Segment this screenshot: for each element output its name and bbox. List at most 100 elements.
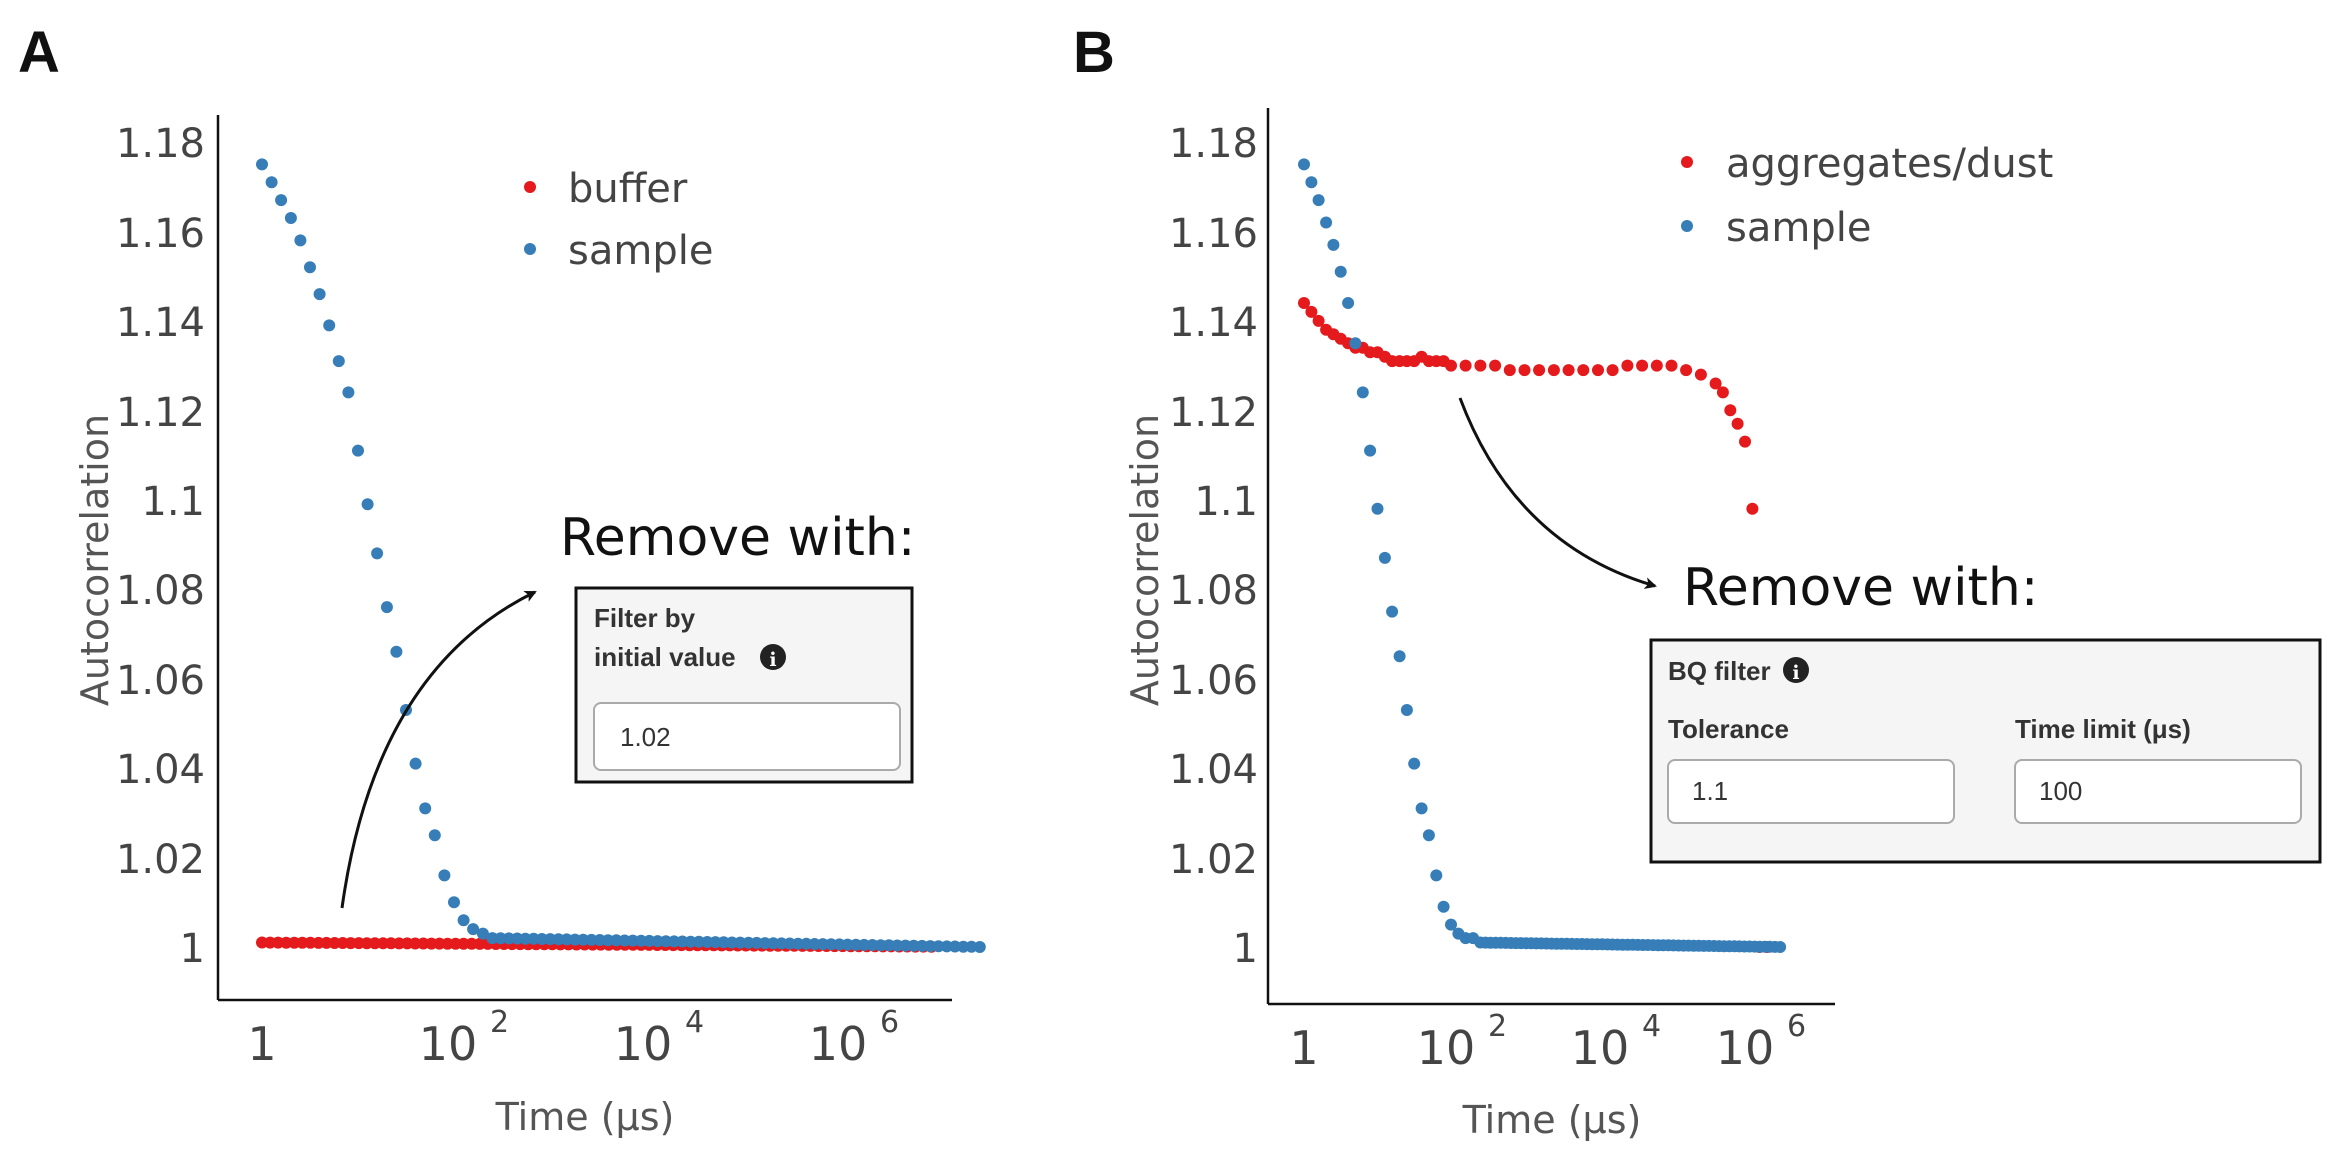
x-tick-labels: 1 10 2 10 4 10 6 xyxy=(1289,1009,1806,1075)
time-limit-label: Time limit (μs) xyxy=(2015,714,2191,744)
data-point-sample xyxy=(1408,757,1421,770)
x-axis-title: Time (μs) xyxy=(1462,1098,1642,1142)
data-point-sample xyxy=(419,802,432,815)
data-point-sample xyxy=(825,938,838,951)
data-point-sample xyxy=(973,941,986,953)
y-tick-label: 1.16 xyxy=(1169,211,1258,257)
y-tick-labels: 1 1.02 1.04 1.06 1.08 1.1 1.12 1.14 1.16… xyxy=(116,121,205,972)
x-tick-exponent: 6 xyxy=(880,1005,899,1040)
data-point-aggregates-dust xyxy=(1312,314,1325,327)
data-point-aggregates-dust xyxy=(1606,364,1619,377)
data-point-sample xyxy=(1356,386,1369,399)
tolerance-input[interactable] xyxy=(1667,759,1955,824)
y-tick-label: 1.14 xyxy=(116,300,205,346)
legend: aggregates/dust sample xyxy=(1681,141,2053,251)
data-point-sample xyxy=(294,234,307,247)
data-point-sample xyxy=(519,932,532,945)
data-point-sample xyxy=(352,444,364,457)
tolerance-label: Tolerance xyxy=(1668,714,1789,744)
filter-box-title-line-2: initial value xyxy=(594,642,736,672)
y-tick-label: 1 xyxy=(180,926,205,972)
data-point-sample xyxy=(1298,158,1310,171)
x-tick-exponent: 4 xyxy=(685,1005,704,1040)
panel-label: A xyxy=(18,20,60,85)
data-point-sample xyxy=(502,932,515,945)
data-point-sample xyxy=(265,176,278,189)
x-tick-label: 10 xyxy=(419,1017,478,1071)
data-point-sample xyxy=(1320,216,1333,229)
data-point-sample xyxy=(907,939,920,952)
data-point-sample xyxy=(1393,650,1406,663)
time-limit-input[interactable] xyxy=(2014,759,2302,824)
data-point-sample xyxy=(438,869,451,882)
data-point-aggregates-dust xyxy=(1592,364,1604,377)
y-tick-label: 1 xyxy=(1233,926,1258,972)
initial-value-input[interactable] xyxy=(593,702,901,771)
data-point-aggregates-dust xyxy=(1577,364,1590,377)
data-point-sample xyxy=(1386,605,1399,618)
legend: buffer sample xyxy=(524,166,713,274)
data-point-sample xyxy=(1774,941,1787,953)
data-point-sample xyxy=(1437,900,1450,913)
data-point-sample xyxy=(323,319,336,332)
legend-label-aggregates: aggregates/dust xyxy=(1726,141,2053,187)
bq-filter-box-frame xyxy=(1649,638,2322,864)
panel-label: B xyxy=(1073,20,1115,85)
data-point-aggregates-dust xyxy=(1665,359,1678,372)
callout-arrow xyxy=(340,590,537,909)
data-point-sample xyxy=(585,933,598,946)
y-tick-label: 1.16 xyxy=(116,211,205,257)
x-tick-exponent: 2 xyxy=(490,1005,509,1040)
data-point-aggregates-dust xyxy=(1547,364,1560,377)
info-circle-icon[interactable]: i xyxy=(1783,657,1809,684)
filter-box-title-line-1: Filter by xyxy=(594,603,696,633)
y-tick-label: 1.18 xyxy=(116,121,205,167)
data-point-sample xyxy=(535,933,548,945)
info-circle-icon[interactable]: i xyxy=(760,644,786,671)
data-point-sample xyxy=(759,937,771,950)
data-point-sample xyxy=(602,934,614,947)
y-tick-label: 1.12 xyxy=(116,390,205,436)
bq-filter-box: BQ filter i Tolerance 1.1 Time limit (μs… xyxy=(1649,638,2322,864)
y-tick-label: 1.08 xyxy=(1169,568,1258,614)
data-point-sample xyxy=(1422,829,1435,842)
x-tick-label: 10 xyxy=(614,1017,673,1071)
data-point-sample xyxy=(1334,265,1347,278)
data-point-sample xyxy=(409,757,422,770)
legend-marker-aggregates xyxy=(1681,156,1693,168)
data-point-sample xyxy=(371,547,384,560)
data-point-sample xyxy=(684,935,697,948)
x-tick-label: 10 xyxy=(1716,1021,1775,1075)
svg-text:i: i xyxy=(769,649,776,671)
data-point-sample xyxy=(275,194,288,207)
data-point-sample xyxy=(284,212,297,224)
data-point-sample xyxy=(448,896,460,909)
data-point-sample xyxy=(313,288,326,301)
data-point-aggregates-dust xyxy=(1562,364,1575,377)
x-tick-label: 10 xyxy=(1571,1021,1630,1075)
data-point-aggregates-dust xyxy=(1731,417,1744,430)
x-tick-label: 10 xyxy=(809,1017,868,1071)
data-point-aggregates-dust xyxy=(1533,364,1546,377)
legend-marker-buffer xyxy=(524,181,536,193)
data-point-aggregates-dust xyxy=(1474,359,1487,372)
data-point-sample xyxy=(775,937,788,950)
data-point-sample xyxy=(390,645,403,658)
data-point-aggregates-dust xyxy=(1636,359,1649,372)
data-point-sample xyxy=(342,386,355,399)
data-point-sample xyxy=(1305,176,1318,189)
y-tick-label: 1.1 xyxy=(1194,479,1258,525)
x-tick-labels: 1 10 2 10 4 10 6 xyxy=(247,1005,899,1071)
panel-b: B 1 1.02 1.04 1.06 1.08 1.1 1.12 1.14 1.… xyxy=(1073,20,2322,1142)
data-point-aggregates-dust xyxy=(1739,435,1751,448)
data-point-sample xyxy=(1445,918,1457,931)
legend-marker-sample xyxy=(1681,220,1693,232)
callout-title: Remove with: xyxy=(1683,558,2038,618)
data-point-sample xyxy=(1312,194,1325,207)
data-point-sample xyxy=(924,940,937,953)
data-point-sample xyxy=(1415,802,1428,815)
legend-label-buffer: buffer xyxy=(568,166,688,212)
data-points xyxy=(256,158,986,953)
callout-title: Remove with: xyxy=(560,508,915,568)
y-tick-label: 1.02 xyxy=(116,837,205,883)
